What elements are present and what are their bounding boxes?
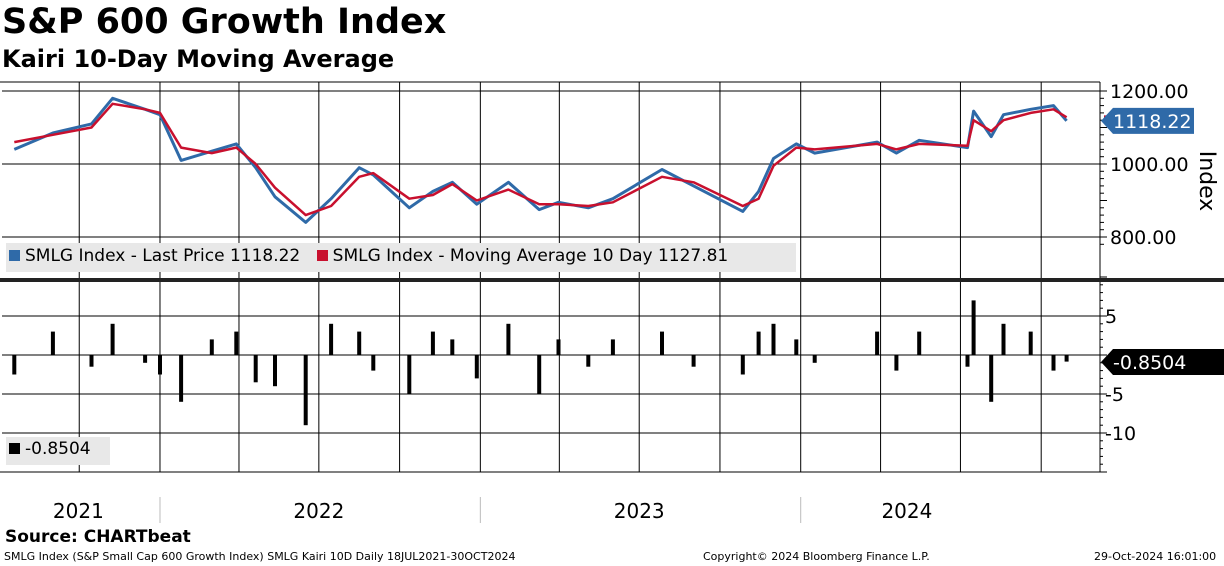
price-axis-title: Index: [1194, 151, 1219, 212]
kairi-last-value-text: -0.8504: [1113, 352, 1186, 374]
kairi-bar: [971, 300, 976, 355]
kairi-bar: [158, 355, 162, 375]
kairi-tick-label: -10: [1105, 423, 1136, 445]
price-tick-label: 1000.00: [1110, 154, 1189, 176]
kairi-bar: [989, 355, 994, 402]
kairi-bar: [1064, 355, 1069, 362]
kairi-bar: [430, 331, 435, 355]
kairi-bar: [179, 355, 184, 402]
kairi-panel-grid: [2, 282, 1100, 472]
kairi-bar: [610, 339, 615, 355]
kairi-bar: [273, 355, 277, 387]
kairi-bar: [50, 331, 55, 355]
price-last-value-text: 1118.22: [1113, 111, 1192, 133]
kairi-bar: [917, 331, 922, 355]
kairi-bar: [660, 331, 664, 355]
kairi-bar: [586, 355, 591, 367]
kairi-bar: [234, 331, 239, 355]
kairi-bar: [209, 339, 214, 355]
price-series-line: [13, 96, 1068, 224]
price-last-value-tag: [1101, 107, 1194, 134]
source-note: Source: CHARTbeat: [5, 527, 191, 547]
footer-description: SMLG Index (S&P Small Cap 600 Growth Ind…: [4, 550, 516, 563]
legend-label-kairi: -0.8504: [25, 439, 91, 459]
kairi-bar: [894, 355, 899, 371]
kairi-bar: [691, 355, 696, 367]
kairi-bar: [1028, 331, 1033, 355]
kairi-bar: [450, 339, 455, 355]
kairi-bar: [89, 355, 94, 367]
footer-timestamp: 29-Oct-2024 16:01:00: [1094, 550, 1217, 563]
legend-item-last-price: SMLG Index - Last Price 1118.22: [6, 246, 300, 266]
kairi-bar: [357, 331, 362, 355]
legend-label-ma: SMLG Index - Moving Average 10 Day 1127.…: [332, 246, 729, 266]
kairi-bar: [556, 339, 561, 355]
legend-label-price: SMLG Index - Last Price 1118.22: [25, 246, 301, 266]
price-tick-label: 800.00: [1110, 227, 1176, 249]
kairi-bar: [371, 355, 376, 371]
price-legend: SMLG Index - Last Price 1118.22 SMLG Ind…: [6, 243, 796, 272]
kairi-bar: [110, 323, 115, 355]
x-year-label: 2024: [881, 499, 932, 523]
chart-subtitle: Kairi 10-Day Moving Average: [2, 45, 395, 73]
x-year-label: 2023: [614, 499, 665, 523]
kairi-bar: [407, 355, 412, 394]
kairi-bar: [143, 355, 148, 363]
x-year-label: 2021: [53, 499, 104, 523]
legend-item-moving-average: SMLG Index - Moving Average 10 Day 1127.…: [314, 246, 729, 266]
kairi-bar: [756, 331, 761, 355]
kairi-bar: [253, 355, 258, 383]
legend-swatch-price: [9, 250, 20, 261]
kairi-bar: [794, 339, 799, 355]
kairi-bar: [537, 355, 542, 394]
kairi-bars: [12, 300, 1069, 426]
axis-labels: 800.00 1000.00 1200.00 5 -5 -10 Index 2021 2022 2…: [53, 81, 1224, 523]
kairi-bar: [771, 323, 776, 355]
panel-divider: [0, 278, 1224, 282]
kairi-tick-label: -5: [1105, 384, 1124, 406]
kairi-legend: -0.8504: [6, 437, 110, 465]
kairi-bar: [329, 323, 334, 355]
kairi-bar: [506, 323, 511, 355]
kairi-last-value-tag: [1101, 349, 1224, 375]
legend-swatch-ma: [316, 250, 328, 261]
kairi-bar: [965, 355, 970, 367]
price-tick-label: 1200.00: [1110, 81, 1189, 103]
kairi-bar: [12, 355, 17, 375]
kairi-bar: [1001, 323, 1006, 355]
kairi-bar: [740, 355, 745, 375]
axes: [0, 81, 1224, 473]
footer-copyright: Copyright© 2024 Bloomberg Finance L.P.: [703, 550, 930, 563]
x-year-label: 2022: [293, 499, 344, 523]
price-lines: [13, 96, 1068, 224]
chart-title: S&P 600 Growth Index: [2, 2, 447, 42]
kairi-bar: [1051, 355, 1056, 371]
kairi-bar: [303, 355, 308, 426]
legend-swatch-kairi: [9, 443, 20, 454]
price-panel-grid: [2, 82, 1100, 278]
kairi-tick-label: 5: [1105, 306, 1117, 328]
kairi-bar: [812, 355, 817, 363]
moving-average-line: [14, 102, 1068, 217]
kairi-bar: [875, 331, 880, 355]
kairi-bar: [474, 355, 479, 379]
